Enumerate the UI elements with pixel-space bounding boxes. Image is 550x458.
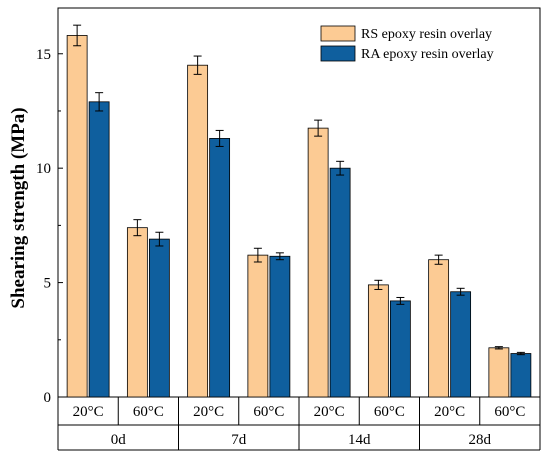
y-tick-label: 5 — [44, 276, 52, 292]
bar-ra — [148, 238, 170, 398]
x-tick-label: 60°C — [374, 404, 405, 420]
y-tick-label: 10 — [36, 161, 51, 177]
y-axis-title: Shearing strength (MPa) — [8, 107, 29, 308]
x-tick-label: 20°C — [73, 404, 104, 420]
x-categories: 20°C 60°C 20°C 60°C 20°C 60°C 20°C 60°C 0d 7d 14d 2… — [57, 397, 541, 451]
legend: RS epoxy resin overlay RA epoxy resin ove… — [320, 25, 494, 62]
x-group-label: 28d — [469, 432, 492, 448]
x-group-label: 0d — [111, 432, 127, 448]
bar-ra — [389, 300, 411, 398]
y-tick-label: 15 — [36, 47, 51, 63]
x-tick-label: 60°C — [253, 404, 284, 420]
y-axis: 0 5 10 15 — [36, 47, 63, 406]
bar-ra — [329, 167, 351, 398]
x-tick-label: 60°C — [494, 404, 525, 420]
bar-rs — [428, 259, 450, 398]
bar-ra — [510, 353, 532, 398]
legend-swatch — [320, 45, 356, 62]
x-tick-label: 20°C — [193, 404, 224, 420]
bar-ra — [88, 101, 110, 398]
x-tick-label: 20°C — [434, 404, 465, 420]
x-tick-label: 60°C — [133, 404, 164, 420]
x-group-label: 7d — [231, 432, 247, 448]
bar-ra — [450, 291, 472, 398]
bar-rs — [187, 64, 209, 398]
bar-ra — [269, 255, 291, 398]
bar-rs — [488, 347, 510, 398]
bars — [66, 24, 532, 398]
bar-rs — [247, 254, 269, 398]
x-tick-label: 20°C — [314, 404, 345, 420]
bar-rs — [66, 35, 88, 398]
bar-rs — [307, 127, 329, 398]
legend-swatch — [320, 25, 356, 42]
y-tick-label: 0 — [44, 390, 52, 406]
bar-rs — [126, 227, 148, 398]
bar-ra — [209, 138, 231, 398]
legend-label: RA epoxy resin overlay — [361, 47, 494, 62]
bar-rs — [367, 284, 389, 398]
legend-label: RS epoxy resin overlay — [361, 27, 492, 42]
x-group-label: 14d — [348, 432, 371, 448]
